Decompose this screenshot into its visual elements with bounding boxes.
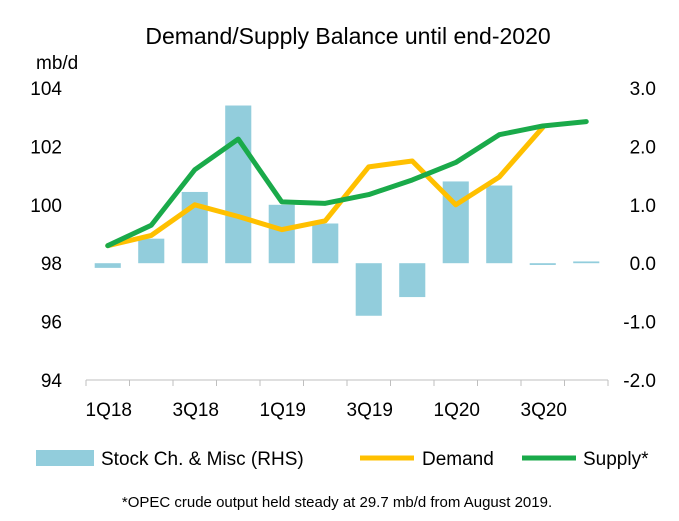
right-tick-label: 2.0 [630,137,656,158]
x-tick-label: 3Q20 [521,400,567,421]
right-tick-label: 1.0 [630,196,656,217]
bar-4q20 [573,261,600,264]
bar-2q18 [138,238,165,264]
bar-1q18 [94,263,121,268]
legend-label-supply: Supply* [583,449,649,470]
line-demand [105,124,546,249]
y-axis-unit-label: mb/d [36,53,78,74]
right-tick-label: -1.0 [623,313,656,334]
x-tick-label: 3Q18 [173,400,219,421]
legend-label-stock-change: Stock Ch. & Misc (RHS) [101,449,304,470]
bar-2q19 [312,223,339,264]
legend-label-demand: Demand [422,449,494,470]
bar-1q19 [268,204,295,264]
bar-4q19 [399,263,426,298]
x-tick-label: 1Q19 [260,400,306,421]
x-axis-ticks: 1Q18 3Q18 1Q19 3Q19 1Q20 3Q20 [85,380,609,421]
x-tick-label: 1Q18 [86,400,132,421]
left-tick-label: 96 [41,313,62,334]
legend-swatch-stock-change [36,450,94,466]
left-tick-label: 100 [30,196,62,217]
right-tick-label: 3.0 [630,79,656,100]
legend: Stock Ch. & Misc (RHS) Demand Supply* [36,449,649,470]
right-axis-ticks: -2.0 -1.0 0.0 1.0 2.0 3.0 [623,79,656,392]
bar-3q20 [529,263,556,265]
right-tick-label: 0.0 [630,254,656,275]
left-axis-ticks: 94 96 98 100 102 104 [30,79,62,392]
x-tick-label: 3Q19 [347,400,393,421]
left-tick-label: 104 [30,79,62,100]
right-tick-label: -2.0 [623,371,656,392]
bar-series-stock-change [94,105,600,316]
left-tick-label: 102 [30,137,62,158]
x-tick-label: 1Q20 [434,400,480,421]
bar-4q18 [225,105,252,264]
left-tick-label: 94 [41,371,63,392]
line-series-group [105,119,589,249]
chart-title: Demand/Supply Balance until end-2020 [145,23,550,49]
footnote: *OPEC crude output held steady at 29.7 m… [122,494,552,511]
line-supply [105,119,589,249]
bar-2q20 [486,185,513,264]
left-tick-label: 98 [41,254,62,275]
bar-3q19 [355,263,382,316]
